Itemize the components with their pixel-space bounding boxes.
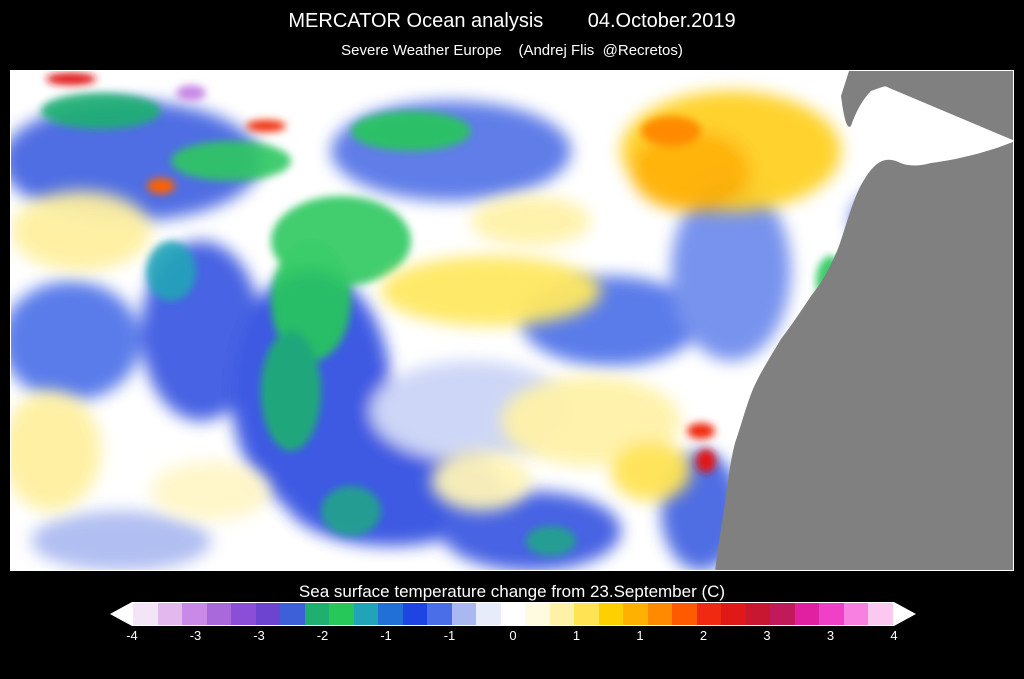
colorbar-segment (525, 603, 550, 625)
colorbar-tick-label: 1 (636, 628, 644, 643)
colorbar-segment (794, 603, 820, 625)
colorbar-segment (672, 603, 697, 625)
colorbar-segment (402, 603, 428, 625)
colorbar-left-arrow-icon (110, 602, 132, 626)
colorbar-tick-label: -1 (380, 628, 392, 643)
colorbar-segment (476, 603, 501, 625)
colorbar-segment (182, 603, 207, 625)
colorbar-tick-label: 4 (890, 628, 898, 643)
colorbar-segment (549, 603, 575, 625)
colorbar-segment (329, 603, 354, 625)
map-title: MERCATOR Ocean analysis 04.October.2019 (288, 10, 736, 32)
colorbar-segment (157, 603, 183, 625)
land-mass (715, 71, 1013, 570)
land-iberia (841, 71, 1013, 127)
colorbar-segment (280, 603, 305, 625)
colorbar-segment (721, 603, 746, 625)
colorbar-segment (647, 603, 673, 625)
colorbar-segment (623, 603, 648, 625)
colorbar-segment (696, 603, 722, 625)
colorbar-segment (451, 603, 477, 625)
colorbar-tick-label: -2 (316, 628, 329, 643)
sst-change-map (10, 70, 1014, 571)
colorbar-tick-label: -1 (443, 628, 456, 643)
colorbar-tick-label: 3 (826, 628, 835, 643)
colorbar (108, 602, 918, 626)
colorbar-segment (574, 603, 599, 625)
colorbar-segment (255, 603, 281, 625)
colorbar-segment (745, 603, 771, 625)
colorbar-segment (427, 603, 452, 625)
colorbar-segment (500, 603, 526, 625)
colorbar-tick-label: 2 (699, 628, 708, 643)
colorbar-segment (231, 603, 256, 625)
colorbar-segment (304, 603, 330, 625)
colorbar-tick-label: -3 (189, 628, 202, 643)
colorbar-segment (378, 603, 403, 625)
colorbar-tick-label: 1 (572, 628, 581, 643)
colorbar-segment (770, 603, 795, 625)
colorbar-segment (819, 603, 844, 625)
colorbar-segment (843, 603, 869, 625)
strong-cooling-regions (41, 93, 846, 556)
colorbar-segment (133, 603, 158, 625)
colorbar-tick-label: 3 (763, 628, 771, 643)
colorbar-segment (598, 603, 624, 625)
colorbar-tick-label: -3 (253, 628, 265, 643)
colorbar-segment (353, 603, 379, 625)
hotspots (46, 73, 716, 473)
colorbar-segment (868, 603, 893, 625)
colorbar-title: Sea surface temperature change from 23.S… (298, 582, 726, 601)
warming-regions (11, 91, 841, 521)
colorbar-tick-label: 0 (509, 628, 517, 643)
colorbar-segment (206, 603, 232, 625)
colorbar-gradient (132, 602, 894, 626)
colorbar-tick-labels: -4 -3 -3 -2 -1 -1 0 1 1 2 3 3 4 (126, 628, 898, 648)
colorbar-tick-label: -4 (126, 628, 138, 643)
map-subtitle: Severe Weather Europe (Andrej Flis @Recr… (341, 42, 683, 59)
colorbar-right-arrow-icon (894, 602, 916, 626)
